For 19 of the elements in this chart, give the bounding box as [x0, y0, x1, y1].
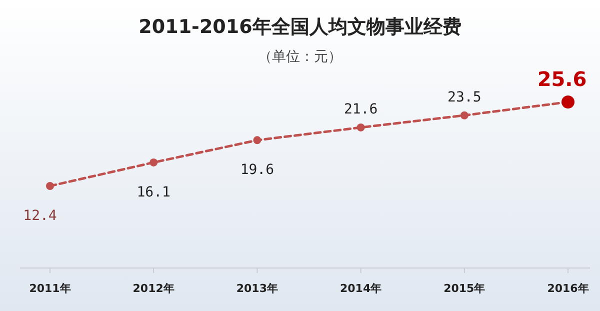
- point: [460, 111, 468, 120]
- data-label: 25.6: [537, 67, 587, 91]
- point: [356, 123, 365, 132]
- data-label: 21.6: [344, 101, 378, 118]
- x-tick-label: 2011年: [29, 282, 71, 295]
- chart-subtitle: （单位：元）: [258, 49, 342, 65]
- x-tick-label: 2012年: [132, 282, 174, 295]
- data-label: 12.4: [23, 208, 57, 224]
- x-tick-label: 2014年: [340, 282, 382, 295]
- point: [46, 182, 54, 190]
- point: [150, 158, 158, 166]
- data-label: 23.5: [448, 89, 482, 106]
- data-label: 16.1: [136, 184, 170, 200]
- x-tick-label: 2015年: [444, 282, 486, 295]
- data-label: 19.6: [240, 162, 274, 178]
- chart-title: 2011-2016年全国人均文物事业经费: [138, 16, 462, 38]
- x-tick-label: 2013年: [236, 282, 278, 295]
- x-tick-label: 2016年: [547, 282, 589, 295]
- point: [253, 136, 262, 144]
